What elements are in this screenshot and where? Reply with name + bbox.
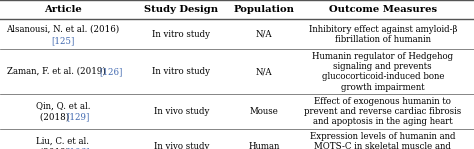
Text: Humanin regulator of Hedgehog: Humanin regulator of Hedgehog <box>312 52 453 60</box>
Text: (2019): (2019) <box>40 147 72 149</box>
Text: In vivo study: In vivo study <box>154 142 209 149</box>
Text: In vitro study: In vitro study <box>152 30 210 39</box>
Text: MOTS-C in skeletal muscle and: MOTS-C in skeletal muscle and <box>314 142 451 149</box>
Text: Mouse: Mouse <box>250 107 279 116</box>
Text: Inhibitory effect against amyloid-β: Inhibitory effect against amyloid-β <box>309 25 457 34</box>
Text: N/A: N/A <box>256 30 273 39</box>
Text: and apoptosis in the aging heart: and apoptosis in the aging heart <box>313 117 453 126</box>
Text: Alsanousi, N. et al. (2016): Alsanousi, N. et al. (2016) <box>6 25 119 34</box>
Text: [126]: [126] <box>100 67 123 76</box>
Text: Outcome Measures: Outcome Measures <box>328 5 437 14</box>
Text: Expression levels of humanin and: Expression levels of humanin and <box>310 132 456 141</box>
Text: [129]: [129] <box>66 112 90 121</box>
Text: Human: Human <box>248 142 280 149</box>
Text: [106]: [106] <box>66 147 90 149</box>
Text: Article: Article <box>44 5 82 14</box>
Text: In vitro study: In vitro study <box>152 67 210 76</box>
Text: growth impairment: growth impairment <box>341 83 425 91</box>
Text: In vivo study: In vivo study <box>154 107 209 116</box>
Text: Qin, Q. et al.: Qin, Q. et al. <box>36 102 90 111</box>
Text: (2018): (2018) <box>40 112 72 121</box>
Text: prevent and reverse cardiac fibrosis: prevent and reverse cardiac fibrosis <box>304 107 461 116</box>
Text: fibrillation of humanin: fibrillation of humanin <box>335 35 431 44</box>
Text: N/A: N/A <box>256 67 273 76</box>
Text: Liu, C. et al.: Liu, C. et al. <box>36 137 89 146</box>
Text: Zaman, F. et al. (2019): Zaman, F. et al. (2019) <box>7 67 108 76</box>
Text: glucocorticoid-induced bone: glucocorticoid-induced bone <box>321 72 444 81</box>
Text: Effect of exogenous humanin to: Effect of exogenous humanin to <box>314 97 451 105</box>
Text: Study Design: Study Design <box>144 5 219 14</box>
Text: Population: Population <box>234 5 295 14</box>
Text: signaling and prevents: signaling and prevents <box>333 62 432 71</box>
Text: [125]: [125] <box>51 36 74 45</box>
